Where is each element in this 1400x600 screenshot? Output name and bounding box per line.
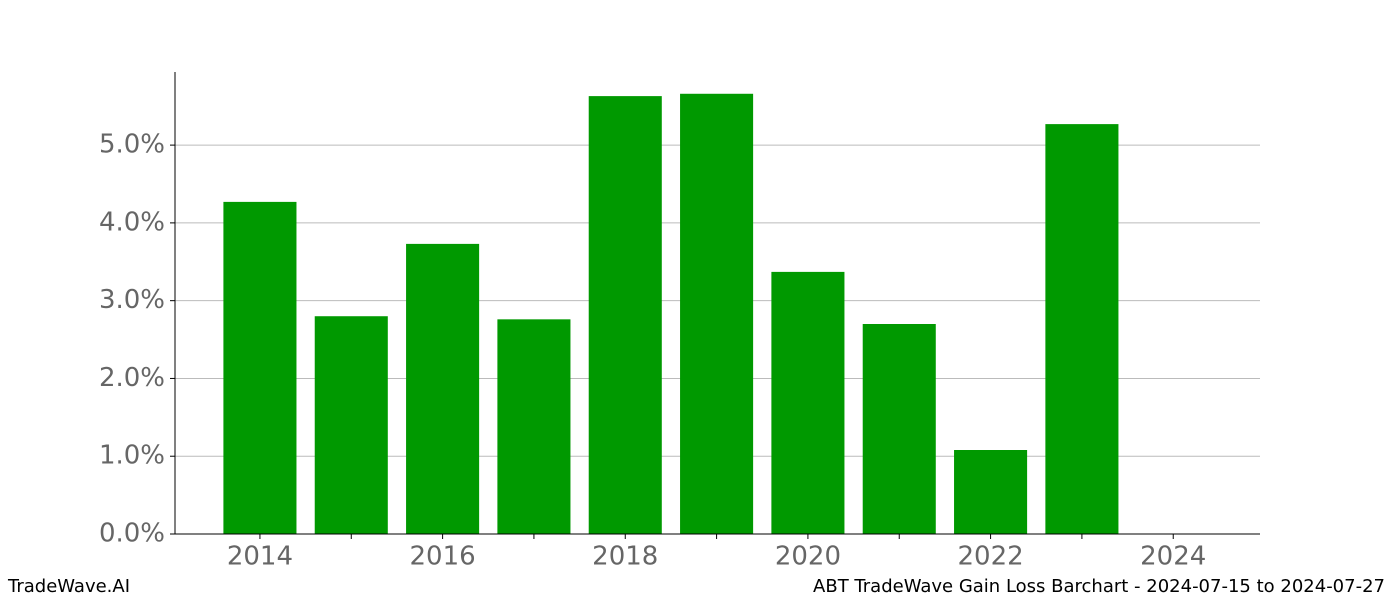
x-tick-label: 2024: [1140, 542, 1206, 572]
x-tick-label: 2014: [227, 542, 293, 572]
chart-title: ABT TradeWave Gain Loss Barchart - 2024-…: [813, 576, 1385, 597]
y-tick-label: 5.0%: [99, 130, 165, 160]
bar: [680, 93, 754, 535]
x-tick-label: 2020: [775, 542, 841, 572]
bar: [314, 316, 388, 534]
bar: [862, 324, 936, 534]
bar: [954, 450, 1028, 534]
x-tick-label: 2022: [957, 542, 1023, 572]
x-tick-label: 2016: [410, 542, 476, 572]
y-tick-label: 1.0%: [99, 441, 165, 471]
bar: [406, 243, 480, 534]
watermark: TradeWave.AI: [7, 576, 130, 597]
y-tick-label: 0.0%: [99, 519, 165, 549]
y-tick-label: 3.0%: [99, 285, 165, 315]
bar: [588, 96, 662, 534]
bar: [223, 201, 297, 534]
bar: [497, 319, 571, 534]
y-tick-label: 4.0%: [99, 207, 165, 237]
bar: [1045, 124, 1119, 534]
y-tick-label: 2.0%: [99, 363, 165, 393]
x-tick-label: 2018: [592, 542, 658, 572]
bar: [771, 271, 845, 534]
